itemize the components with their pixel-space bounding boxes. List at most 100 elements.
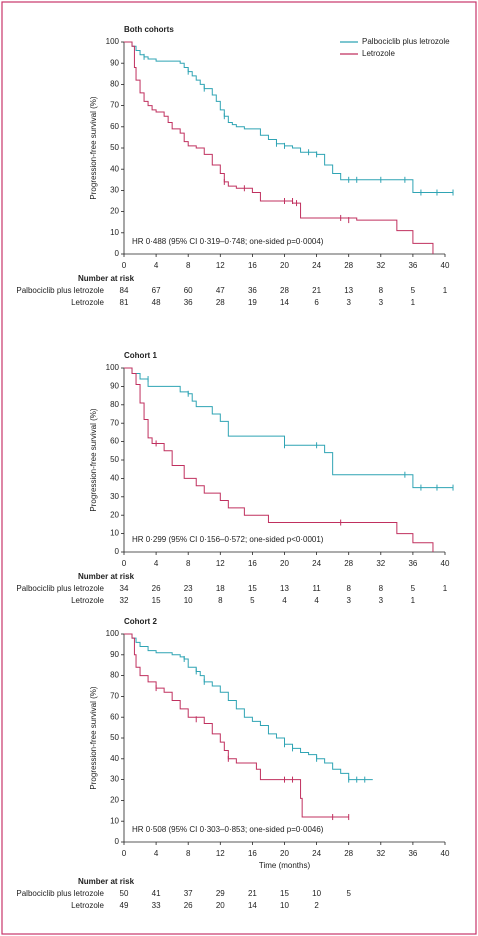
y-tick-label: 10 bbox=[110, 816, 119, 825]
at-risk-count: 36 bbox=[184, 298, 193, 307]
annotation: HR 0·508 (95% CI 0·303–0·853; one-sided … bbox=[132, 825, 324, 834]
at-risk-count: 28 bbox=[216, 298, 225, 307]
y-tick-label: 10 bbox=[110, 228, 119, 237]
annotation: HR 0·299 (95% CI 0·156–0·572; one-sided … bbox=[132, 535, 324, 544]
at-risk-count: 13 bbox=[344, 286, 353, 295]
y-tick-label: 60 bbox=[110, 122, 119, 131]
x-tick-label: 16 bbox=[248, 849, 257, 858]
at-risk-count: 5 bbox=[411, 584, 416, 593]
y-tick-label: 0 bbox=[115, 547, 120, 556]
y-axis-label: Progression-free survival (%) bbox=[89, 408, 98, 511]
at-risk-label: Letrozole bbox=[71, 596, 104, 605]
survival-curve bbox=[124, 633, 349, 818]
at-risk-count: 3 bbox=[346, 596, 351, 605]
at-risk-count: 20 bbox=[216, 901, 225, 910]
y-tick-label: 100 bbox=[106, 629, 120, 638]
x-tick-label: 8 bbox=[186, 559, 191, 568]
at-risk-count: 3 bbox=[379, 596, 384, 605]
panel-title: Both cohorts bbox=[124, 25, 174, 34]
x-tick-label: 40 bbox=[441, 261, 450, 270]
at-risk-count: 48 bbox=[152, 298, 161, 307]
at-risk-count: 26 bbox=[184, 901, 193, 910]
x-tick-label: 40 bbox=[441, 849, 450, 858]
survival-curve bbox=[124, 367, 434, 552]
y-tick-label: 20 bbox=[110, 510, 119, 519]
at-risk-count: 5 bbox=[411, 286, 416, 295]
annotation: HR 0·488 (95% CI 0·319–0·748; one-sided … bbox=[132, 237, 324, 246]
y-tick-label: 40 bbox=[110, 754, 119, 763]
at-risk-count: 5 bbox=[346, 889, 351, 898]
at-risk-count: 29 bbox=[216, 889, 225, 898]
at-risk-count: 21 bbox=[312, 286, 321, 295]
x-tick-label: 28 bbox=[344, 849, 353, 858]
y-axis-label: Progression-free survival (%) bbox=[89, 686, 98, 789]
x-tick-label: 28 bbox=[344, 559, 353, 568]
survival-curve bbox=[124, 41, 434, 254]
y-tick-label: 50 bbox=[110, 455, 119, 464]
y-axis-label: Progression-free survival (%) bbox=[89, 96, 98, 199]
at-risk-count: 47 bbox=[216, 286, 225, 295]
at-risk-label: Palbociclib plus letrozole bbox=[16, 286, 104, 295]
x-tick-label: 20 bbox=[280, 559, 289, 568]
at-risk-count: 23 bbox=[184, 584, 193, 593]
at-risk-count: 37 bbox=[184, 889, 193, 898]
y-tick-label: 80 bbox=[110, 671, 119, 680]
at-risk-count: 8 bbox=[379, 286, 384, 295]
y-tick-label: 90 bbox=[110, 58, 119, 67]
at-risk-count: 49 bbox=[120, 901, 129, 910]
x-tick-label: 24 bbox=[312, 559, 321, 568]
y-tick-label: 40 bbox=[110, 474, 119, 483]
at-risk-label: Letrozole bbox=[71, 298, 104, 307]
y-tick-label: 20 bbox=[110, 796, 119, 805]
at-risk-count: 10 bbox=[312, 889, 321, 898]
at-risk-label: Palbociclib plus letrozole bbox=[16, 584, 104, 593]
y-tick-label: 0 bbox=[115, 837, 120, 846]
x-tick-label: 0 bbox=[122, 261, 127, 270]
x-tick-label: 12 bbox=[216, 559, 225, 568]
x-tick-label: 36 bbox=[408, 559, 417, 568]
at-risk-count: 81 bbox=[120, 298, 129, 307]
x-tick-label: 32 bbox=[376, 559, 385, 568]
at-risk-count: 14 bbox=[248, 901, 257, 910]
at-risk-count: 33 bbox=[152, 901, 161, 910]
at-risk-count: 8 bbox=[346, 584, 351, 593]
x-tick-label: 36 bbox=[408, 849, 417, 858]
at-risk-label: Palbociclib plus letrozole bbox=[16, 889, 104, 898]
at-risk-count: 11 bbox=[312, 584, 321, 593]
x-tick-label: 16 bbox=[248, 559, 257, 568]
at-risk-count: 4 bbox=[314, 596, 319, 605]
legend-label: Letrozole bbox=[362, 49, 395, 58]
at-risk-count: 28 bbox=[280, 286, 289, 295]
y-tick-label: 90 bbox=[110, 650, 119, 659]
survival-curve bbox=[124, 367, 454, 489]
x-tick-label: 4 bbox=[154, 849, 159, 858]
x-tick-label: 12 bbox=[216, 849, 225, 858]
y-tick-label: 80 bbox=[110, 400, 119, 409]
x-tick-label: 24 bbox=[312, 261, 321, 270]
y-tick-label: 90 bbox=[110, 382, 119, 391]
at-risk-count: 5 bbox=[250, 596, 255, 605]
panel-title: Cohort 1 bbox=[124, 351, 157, 360]
at-risk-count: 15 bbox=[280, 889, 289, 898]
at-risk-count: 3 bbox=[379, 298, 384, 307]
x-tick-label: 20 bbox=[280, 849, 289, 858]
x-tick-label: 0 bbox=[122, 849, 127, 858]
x-tick-label: 36 bbox=[408, 261, 417, 270]
at-risk-count: 50 bbox=[120, 889, 129, 898]
at-risk-count: 10 bbox=[184, 596, 193, 605]
y-tick-label: 20 bbox=[110, 207, 119, 216]
at-risk-title: Number at risk bbox=[78, 877, 135, 886]
x-tick-label: 16 bbox=[248, 261, 257, 270]
at-risk-count: 18 bbox=[216, 584, 225, 593]
x-tick-label: 32 bbox=[376, 261, 385, 270]
at-risk-title: Number at risk bbox=[78, 274, 135, 283]
y-tick-label: 30 bbox=[110, 186, 119, 195]
panel-title: Cohort 2 bbox=[124, 617, 157, 626]
at-risk-count: 4 bbox=[282, 596, 287, 605]
x-tick-label: 20 bbox=[280, 261, 289, 270]
at-risk-count: 14 bbox=[280, 298, 289, 307]
at-risk-count: 60 bbox=[184, 286, 193, 295]
at-risk-count: 34 bbox=[120, 584, 129, 593]
at-risk-title: Number at risk bbox=[78, 572, 135, 581]
y-tick-label: 60 bbox=[110, 712, 119, 721]
